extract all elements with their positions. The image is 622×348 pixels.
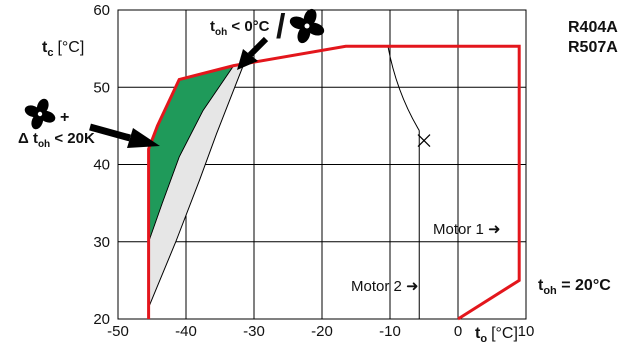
refrigerant-2: R507A (568, 39, 618, 56)
x-tick-label: -30 (243, 323, 265, 340)
right-annotation-sub: oh (543, 285, 557, 297)
left-arrow (89, 123, 160, 148)
x-axis-label-unit: [°C] (491, 325, 518, 342)
x-tick-label: -40 (175, 323, 197, 340)
y-axis-label-unit: [°C] (57, 39, 84, 56)
top-annotation-sub: oh (215, 27, 227, 38)
y-axis-label-sub: c (47, 47, 53, 59)
motor2-limit-curve (387, 46, 420, 131)
refrigerant-1: R404A (568, 19, 618, 36)
top-annotation: toh < 0°C (210, 18, 270, 38)
left-annotation-sub: oh (38, 139, 50, 150)
top-annotation-slash: / (276, 8, 286, 46)
left-annotation-plus: + (60, 109, 69, 126)
y-tick-label: 60 (93, 2, 110, 19)
x-axis-label-sub: o (480, 333, 487, 345)
y-axis-label: tc [°C] (42, 39, 84, 59)
x-tick-label: 10 (518, 323, 535, 340)
fan-icon-left (24, 98, 56, 130)
left-annotation: Δ toh < 20K (18, 130, 95, 150)
y-tick-label: 50 (93, 79, 110, 96)
top-arrow (237, 36, 269, 70)
right-annotation: toh = 20°C (538, 277, 611, 297)
left-annotation-rest: < 20K (50, 130, 95, 147)
y-tick-labels: 20 30 40 50 60 (93, 2, 110, 328)
y-tick-label: 30 (93, 234, 110, 251)
x-axis-label-main: t (475, 325, 481, 342)
y-tick-label: 40 (93, 157, 110, 174)
right-annotation-rest: = 20°C (557, 277, 611, 294)
x-tick-label: -10 (379, 323, 401, 340)
y-axis-label-main: t (42, 39, 48, 56)
right-annotation-t: t (538, 277, 544, 294)
fan-icon-top (289, 8, 325, 44)
top-annotation-t: t (210, 18, 215, 35)
x-tick-label: -50 (107, 323, 129, 340)
left-annotation-delta: Δ t (18, 130, 38, 147)
cross-marker (417, 134, 431, 147)
motor2-label: Motor 2 ➜ (351, 278, 419, 295)
motor1-label: Motor 1 ➜ (433, 221, 501, 238)
x-tick-label: 0 (454, 323, 462, 340)
top-annotation-rest: < 0°C (227, 18, 269, 35)
x-axis-label: to [°C] (475, 325, 518, 345)
y-tick-label: 20 (93, 311, 110, 328)
x-tick-label: -20 (311, 323, 333, 340)
envelope-boundary (147, 44, 521, 321)
x-tick-labels: -50 -40 -30 -20 -10 0 10 (107, 323, 534, 340)
